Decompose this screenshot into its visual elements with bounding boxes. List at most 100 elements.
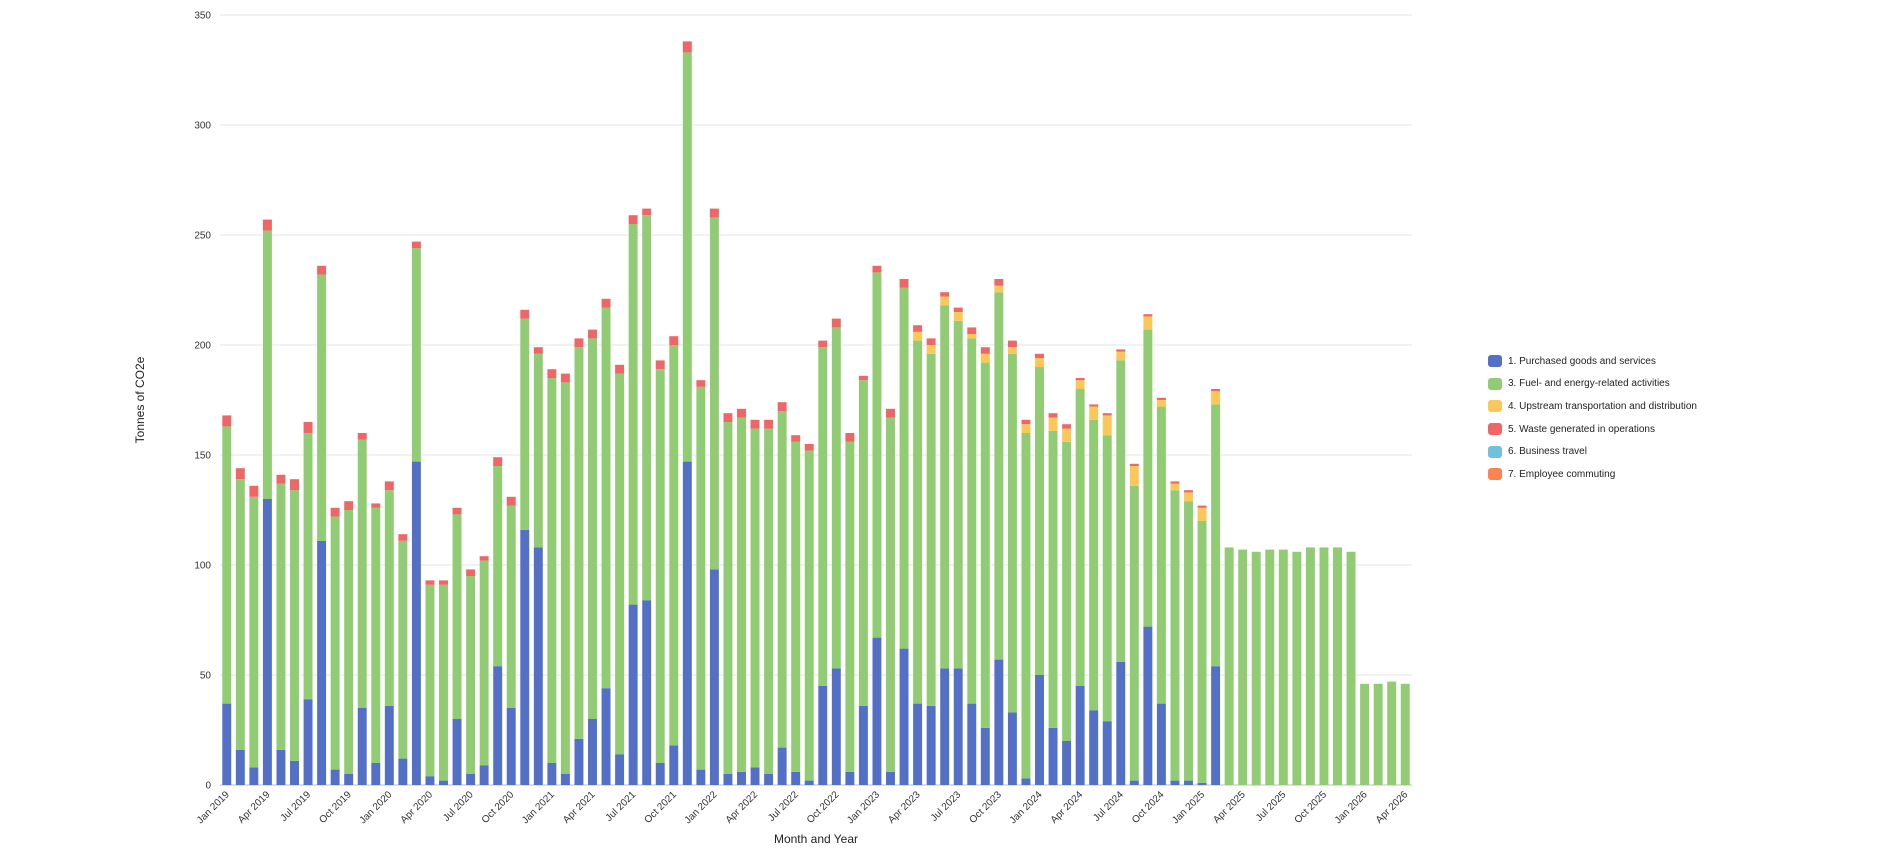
x-tick-label: Jan 2020 [358, 789, 395, 826]
bar-segment [980, 727, 990, 785]
x-tick-label: Apr 2019 [236, 789, 273, 826]
bar-segment [425, 580, 435, 585]
bar-segment [1007, 712, 1017, 785]
x-tick-label: Jul 2023 [929, 789, 964, 824]
bar-segment [804, 780, 814, 785]
bar-segment [1021, 419, 1031, 425]
legend-item[interactable]: 3. Fuel- and energy-related activities [1488, 373, 1698, 396]
bar-segment [642, 215, 652, 601]
bar-segment [601, 688, 611, 785]
bar-segment [547, 763, 557, 785]
bar-segment [1129, 466, 1139, 486]
bar-segment [466, 576, 476, 774]
bar-segment [764, 428, 774, 774]
y-tick-label: 350 [194, 11, 211, 22]
bar-segment [384, 481, 394, 491]
bar-segment [737, 417, 746, 772]
bar-segment [398, 540, 408, 759]
legend-item[interactable]: 6. Business travel [1488, 440, 1698, 463]
x-tick-label: Oct 2019 [317, 789, 354, 826]
bar-segment [1102, 721, 1112, 785]
bar-segment [682, 461, 692, 785]
bar-segment [750, 419, 760, 429]
bar-segment [1116, 351, 1126, 361]
bar-segment [913, 703, 923, 785]
x-tick-label: Apr 2024 [1049, 789, 1086, 826]
bar-segment [831, 327, 841, 669]
bar-segment [330, 769, 340, 785]
legend-item[interactable]: 5. Waste generated in operations [1488, 418, 1698, 441]
bar-segment [1007, 353, 1017, 713]
bar-segment [1197, 507, 1207, 521]
y-tick-label: 0 [205, 781, 211, 792]
bar-segment [886, 417, 895, 772]
bar-segment [1211, 389, 1221, 392]
bar-segment [466, 774, 476, 785]
bar-segment [344, 501, 354, 510]
bar-segment [357, 439, 367, 708]
bar-segment [940, 296, 950, 306]
bar-segment [317, 274, 327, 541]
bar-segment [330, 516, 340, 770]
bar-segment [1333, 547, 1342, 785]
bar-segment [655, 360, 665, 370]
bar-segment [1184, 492, 1193, 502]
bar-segment [1211, 666, 1221, 785]
bar-segment [953, 668, 963, 785]
bar-segment [967, 327, 977, 334]
bar-segment [709, 569, 719, 785]
bar-segment [493, 466, 503, 667]
bar-segment [1211, 404, 1221, 667]
bar-segment [1062, 424, 1072, 429]
chart-legend: 1. Purchased goods and services 3. Fuel- … [1488, 350, 1698, 486]
x-tick-label: Oct 2022 [805, 789, 842, 826]
bar-series [222, 41, 1410, 785]
bar-segment [303, 422, 313, 433]
bar-segment [1251, 551, 1261, 785]
bar-segment [1184, 490, 1193, 493]
bar-segment [1075, 389, 1085, 686]
bar-segment [371, 503, 381, 508]
bar-segment [1156, 406, 1166, 704]
bar-segment [1400, 683, 1410, 785]
bar-segment [290, 479, 299, 491]
legend-swatch [1488, 355, 1502, 368]
legend-item[interactable]: 1. Purchased goods and services [1488, 350, 1698, 373]
bar-segment [696, 380, 706, 387]
bar-segment [235, 479, 245, 750]
bar-segment [452, 514, 462, 719]
bar-segment [858, 380, 868, 706]
x-tick-label: Apr 2025 [1211, 789, 1248, 826]
bar-segment [777, 747, 787, 785]
bar-segment [926, 345, 936, 354]
bar-segment [831, 668, 841, 785]
bar-segment [980, 353, 990, 363]
bar-segment [411, 248, 421, 462]
bar-segment [1102, 435, 1112, 722]
bar-segment [737, 408, 746, 418]
bar-segment [1075, 380, 1085, 389]
bar-segment [547, 378, 557, 763]
bar-segment [628, 224, 638, 605]
bar-segment [818, 347, 828, 686]
bar-segment [967, 703, 977, 785]
legend-item[interactable]: 4. Upstream transportation and distribut… [1488, 395, 1698, 418]
bar-segment [1224, 547, 1234, 785]
bar-segment [425, 584, 435, 777]
bar-segment [655, 369, 665, 763]
bar-segment [669, 345, 679, 746]
bar-segment [1075, 686, 1085, 785]
bar-segment [1156, 397, 1166, 400]
bar-segment [344, 774, 354, 785]
bar-segment [994, 659, 1004, 785]
bar-segment [804, 450, 814, 781]
bar-segment [994, 285, 1004, 293]
bar-segment [1048, 417, 1058, 431]
legend-label: 6. Business travel [1508, 446, 1587, 458]
bar-segment [1143, 329, 1153, 627]
legend-swatch [1488, 445, 1502, 458]
bar-segment [831, 318, 841, 328]
legend-item[interactable]: 7. Employee commuting [1488, 463, 1698, 486]
x-tick-label: Apr 2023 [886, 789, 923, 826]
